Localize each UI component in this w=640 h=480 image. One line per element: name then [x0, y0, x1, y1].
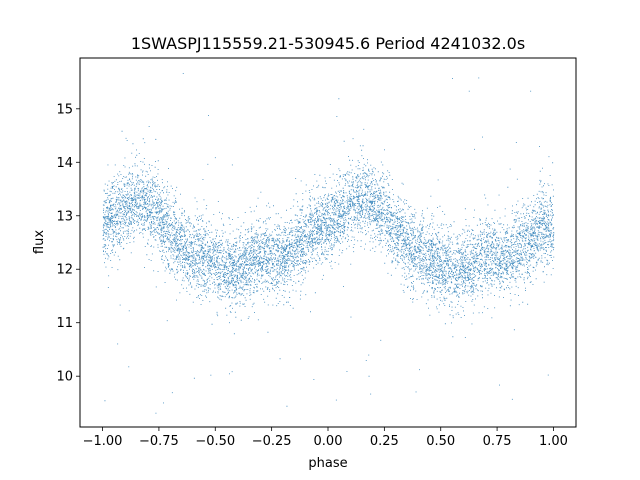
y-axis-label: flux [32, 230, 47, 254]
x-tick-label: −0.25 [252, 434, 292, 449]
x-tick-label: 0.00 [314, 434, 343, 449]
x-axis: −1.00 −0.75 −0.50 −0.25 0.00 0.25 0.50 0.75 1.00 [83, 427, 568, 449]
y-tick-label: 12 [56, 263, 73, 278]
y-tick-label: 14 [56, 156, 73, 171]
y-tick-label: 13 [56, 209, 73, 224]
x-tick-label: 0.25 [370, 434, 399, 449]
y-tick-label: 11 [56, 316, 73, 331]
y-axis: 10 11 12 13 14 15 [56, 102, 80, 385]
x-tick-label: 0.75 [483, 434, 512, 449]
plot-frame [79, 57, 577, 428]
y-tick-label: 10 [56, 370, 73, 385]
x-axis-label: phase [308, 456, 347, 471]
x-tick-label: 0.50 [426, 434, 455, 449]
x-tick-label: −0.50 [195, 434, 235, 449]
chart-title: 1SWASPJ115559.21-530945.6 Period 4241032… [131, 34, 525, 53]
x-tick-label: −1.00 [83, 434, 123, 449]
y-tick-label: 15 [56, 102, 73, 117]
x-tick-label: 1.00 [539, 434, 568, 449]
scatter-point [102, 73, 555, 414]
data-points [102, 73, 555, 414]
x-tick-label: −0.75 [139, 434, 179, 449]
